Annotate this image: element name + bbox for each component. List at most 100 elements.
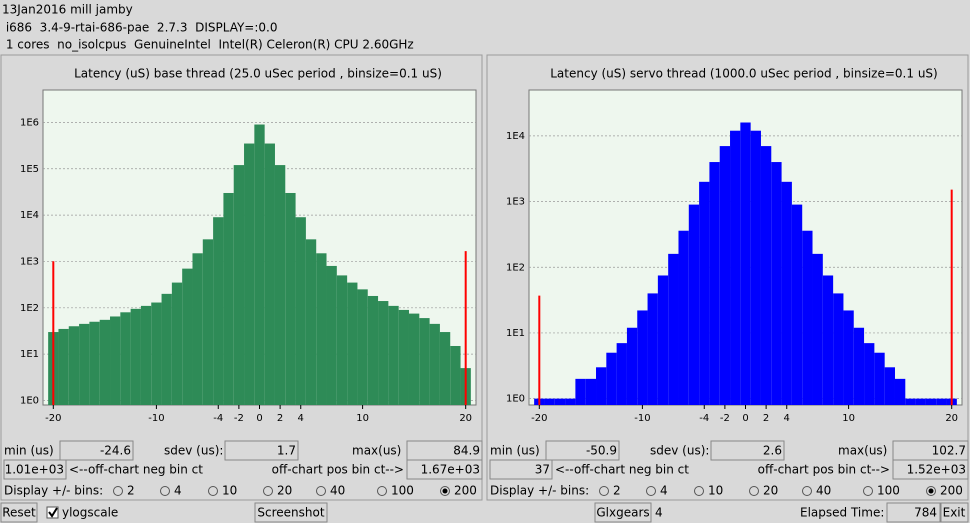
value-box [406, 459, 483, 480]
radio-button[interactable] [646, 486, 656, 496]
radio-label[interactable]: 100 [877, 484, 900, 498]
radio-label[interactable]: 40 [330, 484, 345, 498]
y-tick-label: 1E3 [20, 256, 39, 267]
sdev-value: 1.7 [277, 444, 296, 458]
exit-button[interactable] [940, 502, 969, 523]
bar [326, 265, 337, 405]
max-label: max(us) [352, 444, 401, 458]
elapsed-label: Elapsed Time: [800, 506, 884, 520]
screenshot-button[interactable] [254, 502, 328, 523]
bins-label: Display +/- bins: [4, 484, 103, 498]
radio-button[interactable] [802, 486, 812, 496]
bar [295, 217, 306, 405]
reset-button[interactable] [0, 502, 38, 523]
x-tick-label: 2 [277, 413, 283, 424]
elapsed-box [886, 502, 941, 523]
radio-label[interactable]: 10 [708, 484, 723, 498]
radio-button[interactable] [863, 486, 873, 496]
y-tick-label: 1E0 [20, 396, 39, 407]
radio-label[interactable]: 4 [174, 484, 182, 498]
offchart-neg-label: <--off-chart neg bin ct [555, 463, 689, 477]
radio-button[interactable] [599, 486, 609, 496]
ylogscale-label[interactable]: ylogscale [62, 506, 118, 520]
bar [161, 293, 172, 405]
value-box [59, 440, 134, 461]
bar [367, 295, 379, 405]
value-box [545, 440, 620, 461]
bar [213, 217, 224, 405]
y-tick-label: 1E2 [506, 262, 525, 273]
radio-button[interactable] [694, 486, 704, 496]
max-value: 84.9 [453, 444, 480, 458]
bar [575, 378, 586, 405]
y-tick-label: 1E1 [20, 349, 39, 360]
radio-button[interactable] [113, 486, 123, 496]
radio-label[interactable]: 20 [277, 484, 292, 498]
radio-label[interactable]: 2 [127, 484, 135, 498]
elapsed-value: 784 [914, 506, 937, 520]
radio-button[interactable] [263, 486, 273, 496]
bins-label: Display +/- bins: [490, 484, 589, 498]
bar [791, 204, 803, 405]
bar [719, 146, 731, 405]
radio-label[interactable]: 2 [613, 484, 621, 498]
radio-button[interactable] [316, 486, 326, 496]
bar [79, 323, 90, 405]
bar [347, 282, 358, 405]
bar [140, 305, 152, 405]
ylogscale-checkbox[interactable] [46, 506, 59, 519]
x-tick-label: -2 [234, 413, 244, 424]
x-tick-label: 4 [298, 413, 304, 424]
radio-label[interactable]: 200 [454, 484, 477, 498]
bar [398, 309, 409, 405]
bar [110, 316, 121, 405]
radio-button[interactable] [208, 486, 218, 496]
check-mark[interactable] [48, 507, 58, 518]
bar [626, 327, 638, 405]
radio-label[interactable]: 20 [763, 484, 778, 498]
y-tick-label: 1E3 [506, 197, 525, 208]
radio-dot[interactable] [442, 488, 448, 494]
radio-label[interactable]: 10 [222, 484, 237, 498]
bar [254, 124, 265, 405]
y-tick-label: 1E5 [20, 164, 39, 175]
min-value: -50.9 [586, 444, 617, 458]
bar [771, 162, 782, 405]
min-label: min (us) [4, 444, 54, 458]
bar [802, 230, 813, 405]
reset-label[interactable]: Reset [2, 506, 36, 520]
radio-dot[interactable] [928, 488, 934, 494]
radio-label[interactable]: 4 [660, 484, 668, 498]
bar [905, 398, 916, 405]
offchart-pos-label: off-chart pos bin ct--> [758, 463, 890, 477]
screenshot-label[interactable]: Screenshot [257, 506, 324, 520]
bar [585, 378, 597, 405]
glxgears-label[interactable]: Glxgears [596, 506, 649, 520]
offchart-pos-label: off-chart pos bin ct--> [272, 463, 404, 477]
y-tick-label: 1E2 [20, 303, 39, 314]
radio-label[interactable]: 200 [940, 484, 963, 498]
radio-button[interactable] [377, 486, 387, 496]
radio-label[interactable]: 40 [816, 484, 831, 498]
radio-button[interactable] [749, 486, 759, 496]
exit-label[interactable]: Exit [943, 506, 966, 520]
x-tick-label: 10 [356, 413, 369, 424]
bar [89, 321, 100, 405]
bar [781, 181, 792, 405]
panel-frame [0, 54, 483, 501]
bar [688, 204, 700, 405]
x-tick-label: -20 [45, 413, 61, 424]
bar [130, 308, 141, 405]
bar [388, 305, 399, 405]
bar [606, 352, 617, 405]
bar [305, 239, 317, 405]
x-tick-label: 4 [784, 413, 790, 424]
chart-title: Latency (uS) servo thread (1000.0 uSec p… [550, 67, 937, 81]
bar [378, 301, 389, 405]
bar [812, 253, 823, 405]
radio-label[interactable]: 100 [391, 484, 414, 498]
glxgears-button[interactable] [594, 502, 652, 523]
bar [336, 275, 348, 405]
radio-button[interactable] [160, 486, 170, 496]
